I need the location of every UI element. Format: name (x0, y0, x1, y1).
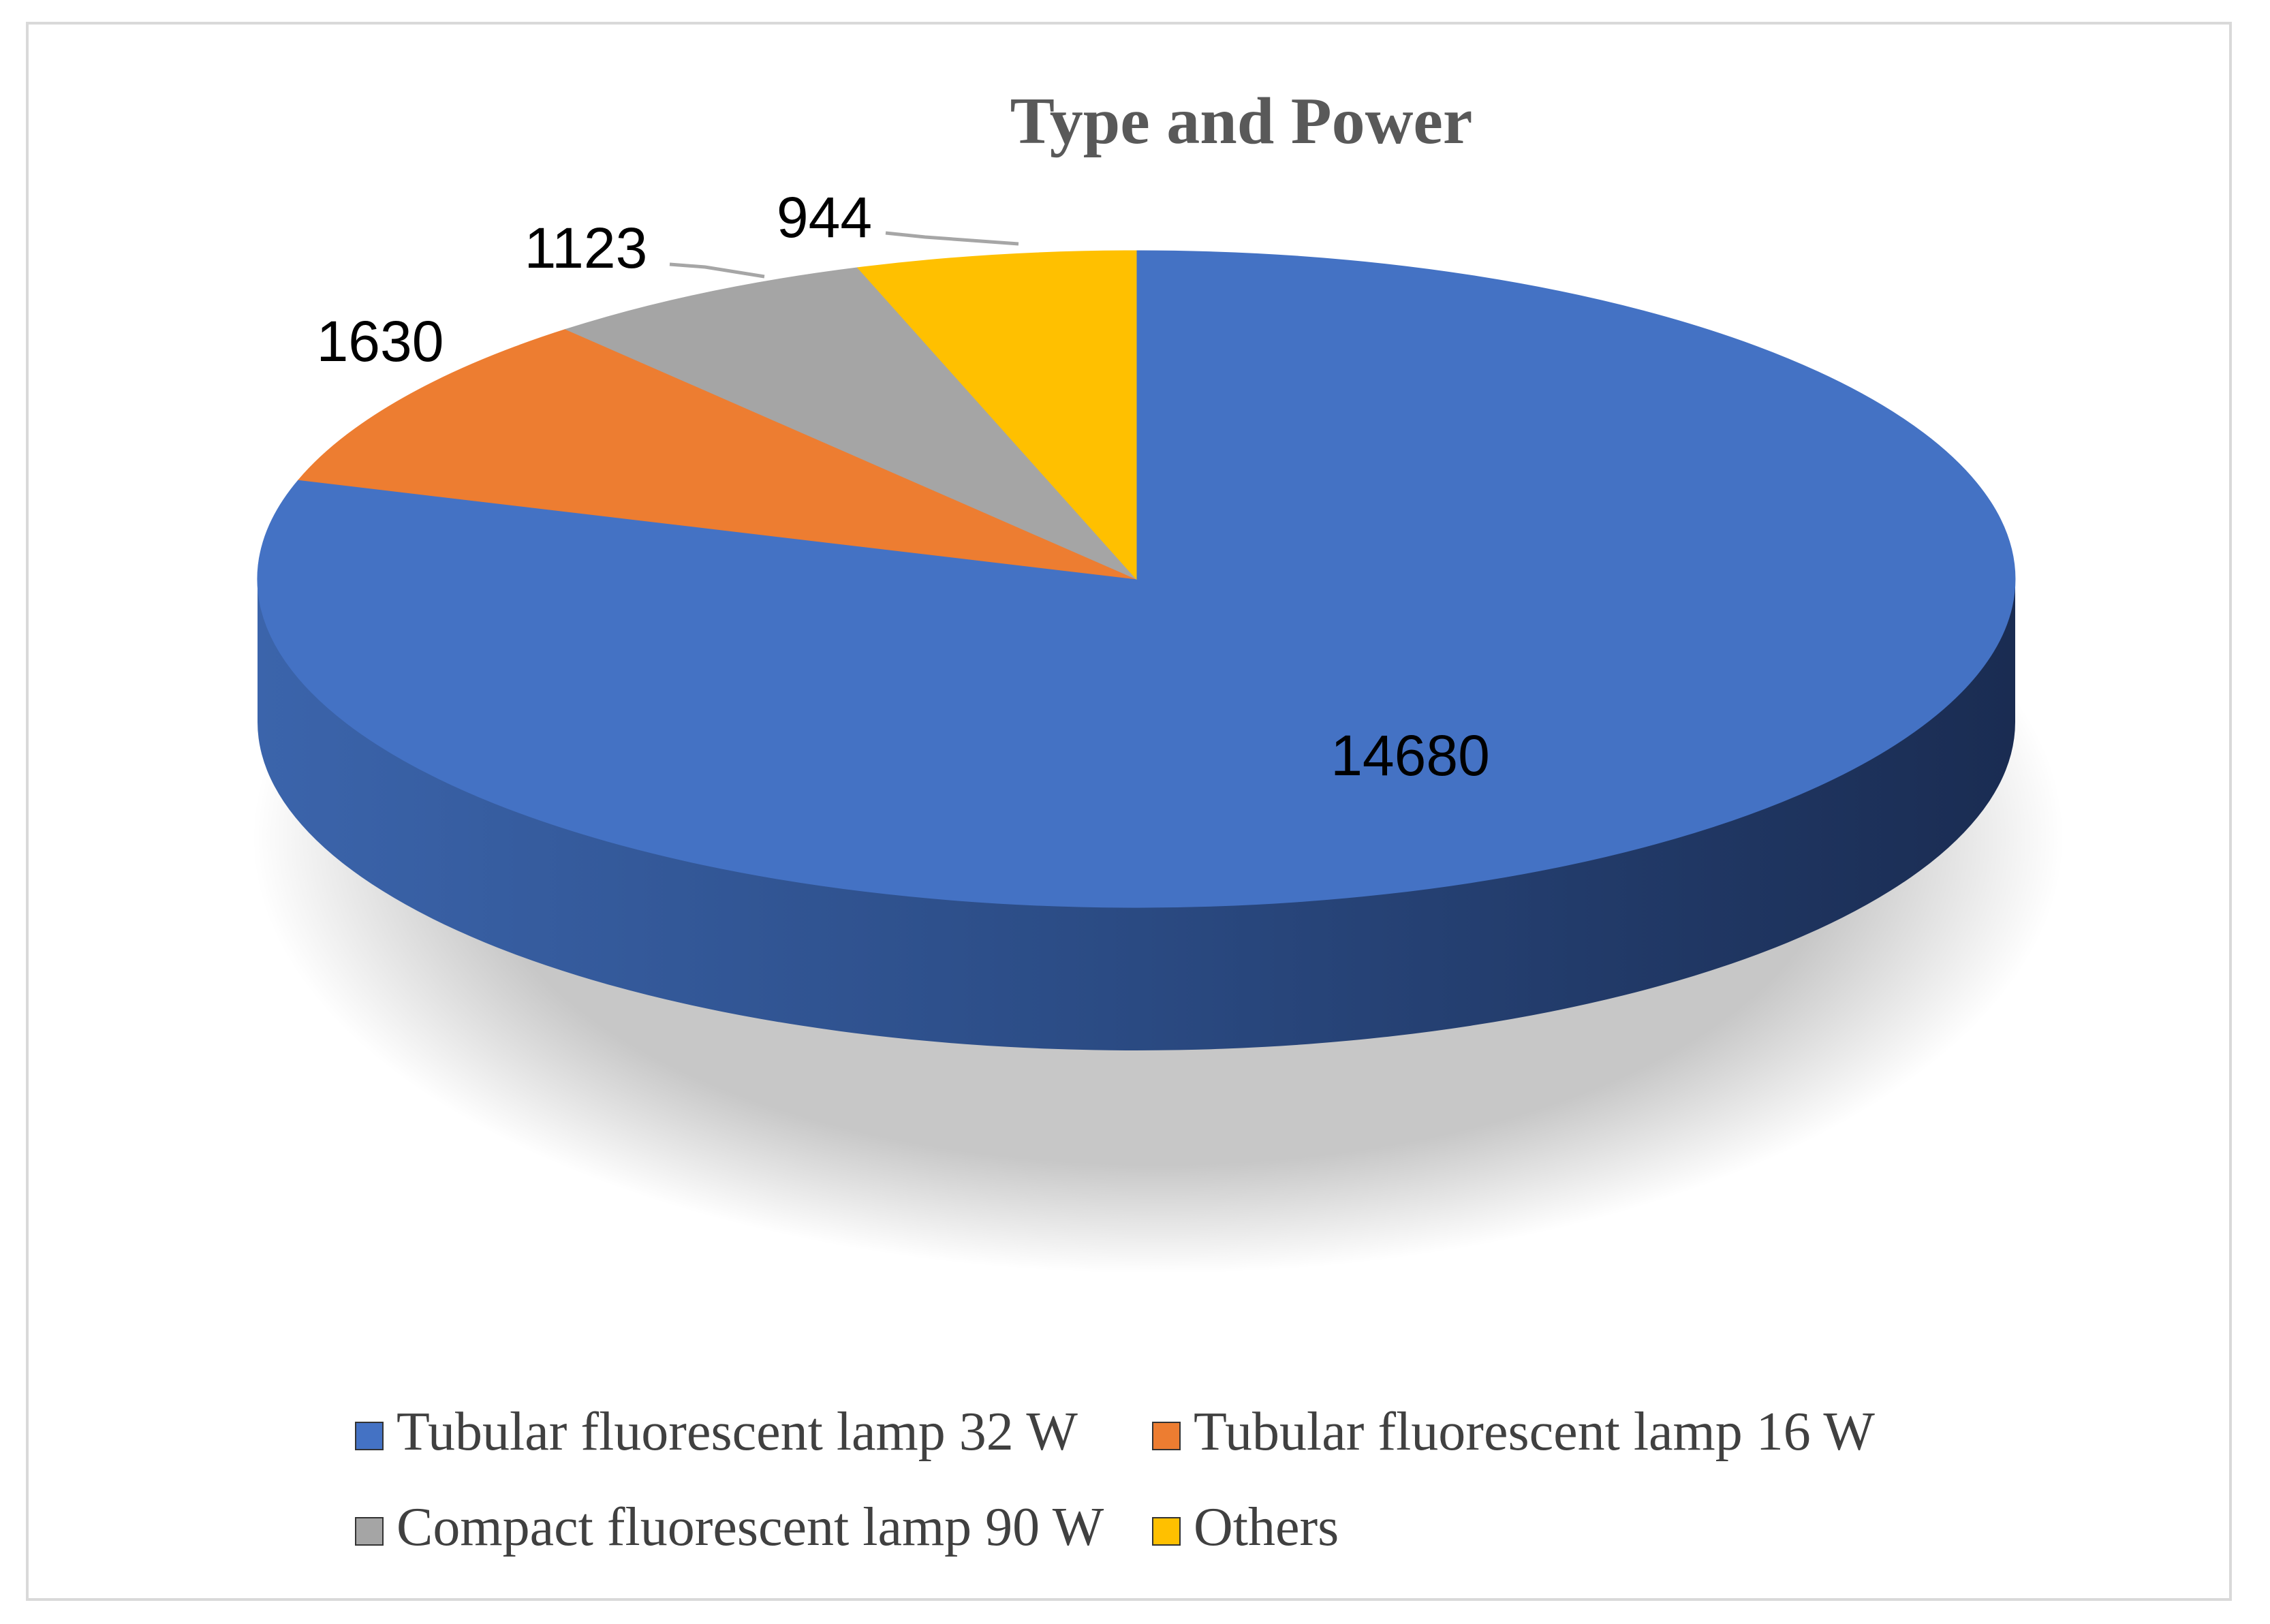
legend-item-1: Tubular fluorescent lamp 32 W (355, 1402, 1078, 1462)
data-label-1: 14680 (1331, 723, 1490, 787)
data-label-3: 1123 (525, 216, 648, 280)
leader-line-2 (885, 231, 1019, 246)
leader-lines (669, 231, 1019, 279)
chart-title: Type and Power (1010, 84, 1473, 158)
legend: Tubular fluorescent lamp 32 W Tubular flu… (355, 1402, 1875, 1557)
legend-swatch (1152, 1422, 1181, 1450)
legend-label: Compact fluorescent lamp 90 W (397, 1497, 1104, 1557)
pie-side-wall (258, 579, 2015, 1050)
legend-item-4: Others (1152, 1497, 1339, 1557)
data-labels: 14680 1630 1123 944 (317, 185, 1490, 787)
slice-others (856, 250, 1137, 580)
data-label-2: 1630 (317, 309, 444, 373)
legend-item-2: Tubular fluorescent lamp 16 W (1152, 1402, 1875, 1462)
legend-swatch (355, 1422, 384, 1450)
legend-item-3: Compact fluorescent lamp 90 W (355, 1497, 1104, 1557)
legend-label: Tubular fluorescent lamp 16 W (1194, 1402, 1875, 1462)
slice-compact-90w (564, 267, 1137, 580)
slice-tubular-16w (298, 328, 1137, 580)
legend-swatch (1152, 1517, 1181, 1546)
leader-line-1 (669, 262, 765, 279)
legend-label: Tubular fluorescent lamp 32 W (397, 1402, 1078, 1462)
legend-label: Others (1194, 1497, 1339, 1557)
legend-swatch (355, 1517, 384, 1546)
data-label-4: 944 (777, 185, 872, 249)
pie-slices (257, 250, 2016, 908)
